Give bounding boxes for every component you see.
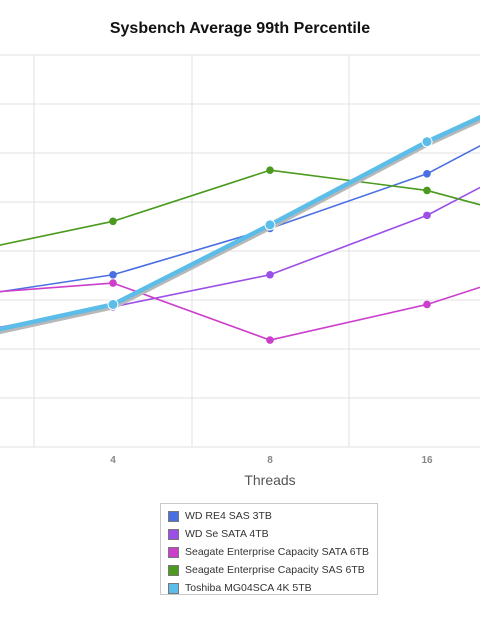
legend-swatch [168, 546, 179, 558]
data-point [423, 300, 431, 309]
chart-title: Sysbench Average 99th Percentile [109, 20, 371, 37]
data-point [109, 270, 117, 279]
data-point [264, 219, 276, 231]
line-chart: 4 8 16 [0, 54, 480, 466]
x-tick-label: 4 [110, 455, 116, 466]
legend-swatch [168, 510, 179, 522]
data-point [266, 336, 274, 344]
series-line [0, 144, 480, 293]
x-axis-label: Threads [244, 472, 296, 488]
legend-item: Seagate Enterprise Capacity SATA 6TB [161, 543, 377, 561]
legend-item: WD RE4 SAS 3TB [161, 507, 377, 525]
legend-swatch [168, 564, 179, 576]
legend-swatch [168, 528, 179, 540]
data-point [421, 136, 433, 148]
series-line [0, 282, 480, 341]
legend-label: Seagate Enterprise Capacity SAS 6TB [185, 564, 365, 576]
legend: WD RE4 SAS 3TB WD Se SATA 4TB Seagate Ente… [160, 503, 378, 595]
series-line [0, 186, 480, 329]
x-tick-label: 8 [267, 455, 273, 466]
series-line [0, 114, 480, 332]
data-point [109, 217, 117, 226]
data-point [423, 211, 431, 220]
legend-label: WD RE4 SAS 3TB [185, 510, 272, 522]
data-point [266, 270, 274, 279]
data-point [423, 186, 431, 195]
legend-item: Seagate Enterprise Capacity SAS 6TB [161, 561, 377, 579]
data-point [423, 169, 431, 178]
legend-label: Toshiba MG04SCA 4K 5TB [185, 582, 312, 594]
data-point [266, 166, 274, 175]
data-point [107, 298, 119, 310]
data-point [109, 279, 117, 287]
x-tick-label: 16 [421, 455, 433, 466]
legend-item: WD Se SATA 4TB [161, 525, 377, 543]
legend-label: Seagate Enterprise Capacity SATA 6TB [185, 546, 370, 558]
legend-item: Toshiba MG04SCA 4K 5TB [161, 579, 377, 597]
legend-swatch [168, 582, 179, 594]
legend-label: WD Se SATA 4TB [185, 528, 269, 540]
